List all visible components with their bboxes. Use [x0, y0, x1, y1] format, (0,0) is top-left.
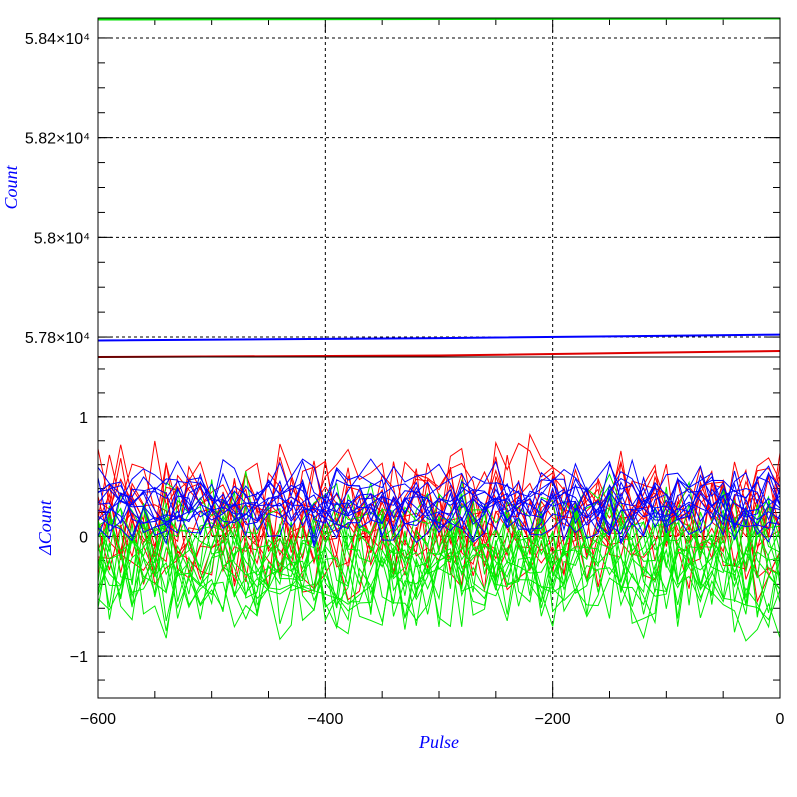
top-series-line-0: [97, 17, 781, 21]
x-axis-title: Pulse: [418, 732, 459, 752]
bottom-x-tick-label: −600: [80, 711, 116, 728]
top-y-tick-label: 5.8×10⁴: [34, 230, 90, 247]
bottom-panel: −1 0 1 −600 −400 −200 0: [70, 356, 785, 728]
residual-series-line-1-13: [97, 482, 781, 587]
top-y-axis-title: Count: [1, 165, 21, 210]
residual-series-line-2-3: [97, 468, 781, 529]
bottom-y-tick-label: −1: [70, 649, 88, 666]
residual-series-line-2-10: [97, 484, 781, 542]
top-y-tick-label: 5.84×10⁴: [25, 31, 90, 48]
bottom-x-tick-label: 0: [776, 711, 785, 728]
top-panel: 5.78×10⁴ 5.8×10⁴ 5.82×10⁴ 5.84×10⁴: [25, 17, 781, 358]
residual-series-line-1-0: [97, 517, 781, 628]
residual-series-line-1-5: [97, 505, 781, 627]
top-y-tick-label: 5.78×10⁴: [25, 330, 90, 347]
residual-series-line-1-1: [97, 471, 781, 589]
residual-series-line-2-7: [97, 490, 781, 548]
bottom-y-axis-title: ΔCount: [35, 499, 55, 556]
residual-series-line-1-12: [97, 515, 781, 627]
residual-series-line-2-4: [97, 472, 781, 535]
bottom-x-tick-label: −200: [535, 711, 571, 728]
bottom-frame: [97, 356, 781, 699]
residual-series-line-1-11: [97, 509, 781, 620]
top-series-line-2: [97, 350, 781, 358]
top-series-line-1: [97, 333, 781, 342]
top-frame: [97, 17, 781, 358]
residual-series-line-0-3: [97, 470, 781, 585]
residual-series-line-2-9: [97, 470, 781, 534]
residual-series-line-2-6: [97, 480, 781, 543]
residual-series-line-1-3: [97, 498, 781, 618]
residual-series-line-2-2: [97, 482, 781, 544]
residual-series-line-1-14: [97, 513, 781, 618]
top-y-tick-label: 5.82×10⁴: [25, 131, 90, 148]
residual-series-line-2-11: [97, 474, 781, 538]
bottom-y-tick-label: 1: [79, 410, 88, 427]
bottom-x-tick-label: −400: [307, 711, 343, 728]
bottom-y-tick-label: 0: [79, 529, 88, 546]
